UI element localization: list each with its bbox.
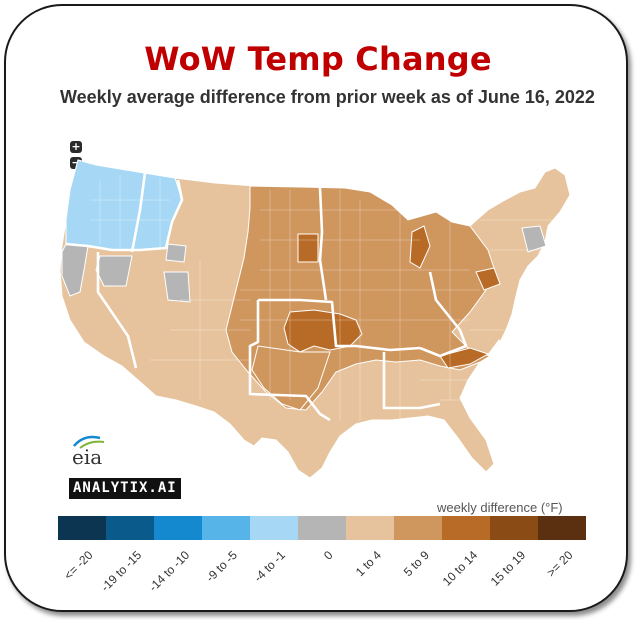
- legend-swatch: [490, 516, 538, 540]
- eia-logo-text: eia: [72, 445, 103, 469]
- legend-swatch: [58, 516, 106, 540]
- region-northern-california: [61, 243, 89, 297]
- region-michigan-hot: [409, 225, 431, 269]
- legend-swatch: [298, 516, 346, 540]
- legend-swatch: [538, 516, 586, 540]
- legend-swatch: [442, 516, 490, 540]
- map-subtitle: Weekly average difference from prior wee…: [60, 87, 595, 107]
- legend-swatch: [154, 516, 202, 540]
- region-tennessee-hot: [439, 347, 490, 369]
- region-utah-patch: [163, 271, 191, 303]
- brand-logo: ANALYTIX.AI: [69, 478, 181, 499]
- region-idaho-patch: [165, 243, 187, 263]
- legend-swatch: [394, 516, 442, 540]
- page-title: WoW Temp Change: [144, 40, 492, 78]
- zoom-in-button[interactable]: +: [70, 140, 82, 153]
- legend-swatch: [202, 516, 250, 540]
- county-lines: [90, 175, 560, 420]
- legend-title: weekly difference (°F): [437, 500, 563, 515]
- region-northeast-patch: [521, 225, 547, 253]
- region-pacific-northwest: [65, 159, 183, 251]
- region-boundaries: [65, 172, 502, 422]
- legend-swatch: [250, 516, 298, 540]
- eia-logo-icon: [73, 435, 105, 449]
- legend-swatch: [346, 516, 394, 540]
- region-ohio-hot: [475, 267, 501, 291]
- legend-swatch: [106, 516, 154, 540]
- legend-color-bar: [58, 516, 586, 540]
- region-dakota-hot: [297, 233, 319, 263]
- region-nevada: [95, 255, 133, 287]
